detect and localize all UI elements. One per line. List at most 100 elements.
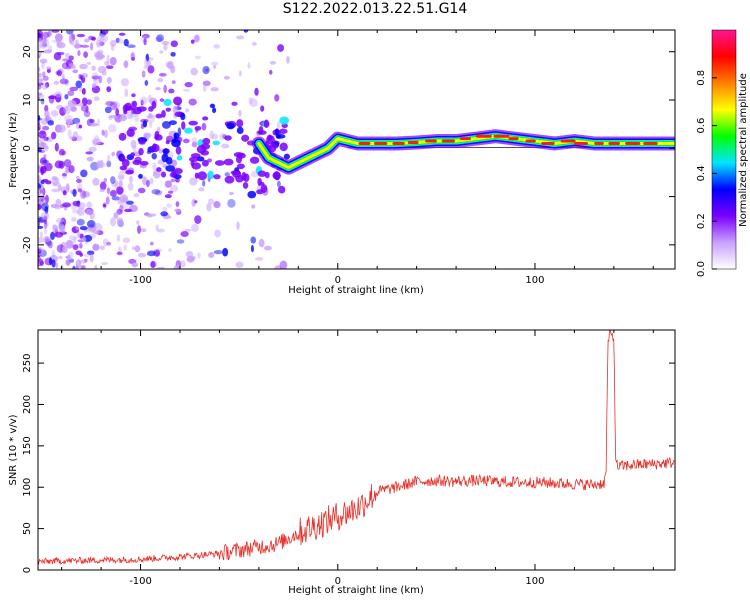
spectrogram-cell [92,77,98,82]
spectrogram-cell [93,96,100,101]
spectrogram-cell [85,151,94,155]
spectrogram-cell [208,251,215,259]
spectrogram-cell [171,80,176,85]
spectrogram-cell [80,44,90,48]
spectrogram-cell [40,211,50,221]
spectrogram-cell [115,37,120,43]
spectrogram-cell [274,265,282,269]
spectrogram-cell [191,136,198,144]
spectrogram-cell [279,116,290,125]
spectrogram-cell [274,128,280,136]
spectrogram-cell [47,45,53,53]
spectrogram-cell [162,206,168,212]
spectrogram-cell [44,105,49,112]
spectrogram-cell [38,219,41,227]
spectrogram-cell [165,165,176,172]
spectrogram-cell [119,204,124,213]
spectrogram-cell [118,170,125,180]
spectrogram-cell [247,62,251,69]
spectrogram-cell [80,169,88,178]
spectrogram-cell [51,39,61,43]
spectrogram-cell [72,244,79,251]
spectrogram-cell [70,217,77,222]
spectrogram-cell [152,169,161,179]
spectrogram-cell [212,107,217,114]
spectrogram-y-tick-label: 0 [22,145,33,151]
spectrogram-cell [155,87,161,91]
spectrogram-cell [46,66,52,71]
spectrogram-cell [279,128,288,134]
spectrogram-cell [191,223,199,233]
chart-title: S122.2022.013.22.51.G14 [282,1,468,17]
spectrogram-cell [144,58,148,68]
spectrogram-cell [96,39,102,48]
spectrogram-cell [115,108,120,116]
spectrogram-x-axis-label: Height of straight line (km) [288,285,424,296]
spectrogram-cell [184,228,192,232]
spectrogram-cell [164,180,172,188]
spectrogram-cell [54,142,59,152]
spectrogram-cell [38,164,43,168]
spectrogram-cell [118,132,127,141]
spectrogram-cell [130,152,136,157]
spectrogram-cell [76,175,80,180]
spectrogram-cell [93,222,103,232]
spectrogram-cell [194,200,198,204]
spectrogram-cell [208,198,215,205]
spectrogram-cell [113,212,119,219]
spectrogram-cell [257,170,267,177]
spectrogram-cell [106,76,112,84]
spectrogram-cell [109,101,118,111]
spectrogram-cell [79,225,88,231]
spectrogram-cell [38,183,42,191]
colorbar-tick-label: 0.6 [696,118,707,134]
spectrogram-cell [118,179,123,188]
spectrogram-cell [146,114,156,119]
spectrogram-cell [38,249,41,255]
spectrogram-cell [137,225,142,234]
spectrogram-cell [98,75,103,84]
spectrogram-cell [140,228,147,232]
spectrogram-cell [83,110,91,118]
spectrogram-cell [60,224,66,234]
snr-y-tick-label: 100 [22,478,33,497]
spectrogram-cell [91,75,101,80]
spectrogram-cell [38,122,41,132]
spectrogram-cell [38,203,42,211]
spectrogram-cell [149,121,153,128]
spectrogram-cell [79,242,83,249]
spectrogram-cell [200,150,210,156]
spectrogram-cell [61,173,67,177]
spectrogram-cell [141,70,146,78]
spectrogram-cell [42,125,50,131]
spectrogram-cell [84,38,90,43]
spectrogram-cell [92,140,97,147]
spectrogram-cell [38,115,41,121]
spectrogram-cell [54,91,63,98]
spectrogram-cell [171,139,181,148]
snr-y-tick-label: 250 [22,354,33,373]
spectrogram-cell [43,154,47,158]
spectrogram-cell [214,229,221,238]
spectrogram-cell [170,184,179,193]
spectrogram-cell [209,130,215,140]
spectrogram-cell [66,66,72,70]
spectrogram-cell [55,93,62,103]
spectrogram-cell [39,231,44,239]
spectrogram-cell [90,42,94,51]
spectrogram-cell [116,186,124,195]
spectrogram-cell [43,221,48,229]
spectrogram-cell [82,191,91,198]
spectrogram-cell [210,87,219,92]
spectrogram-cell [99,188,105,193]
spectrogram-cell [186,255,195,263]
spectrogram-cell [180,113,186,121]
spectrogram-cell [38,225,44,229]
spectrogram-cell [67,254,71,260]
spectrogram-x-tick-label: 100 [525,275,544,286]
spectrogram-cell [131,246,136,251]
spectrogram-cell [38,92,43,96]
spectrogram-cell [163,84,167,94]
spectrogram-cell [50,110,59,117]
